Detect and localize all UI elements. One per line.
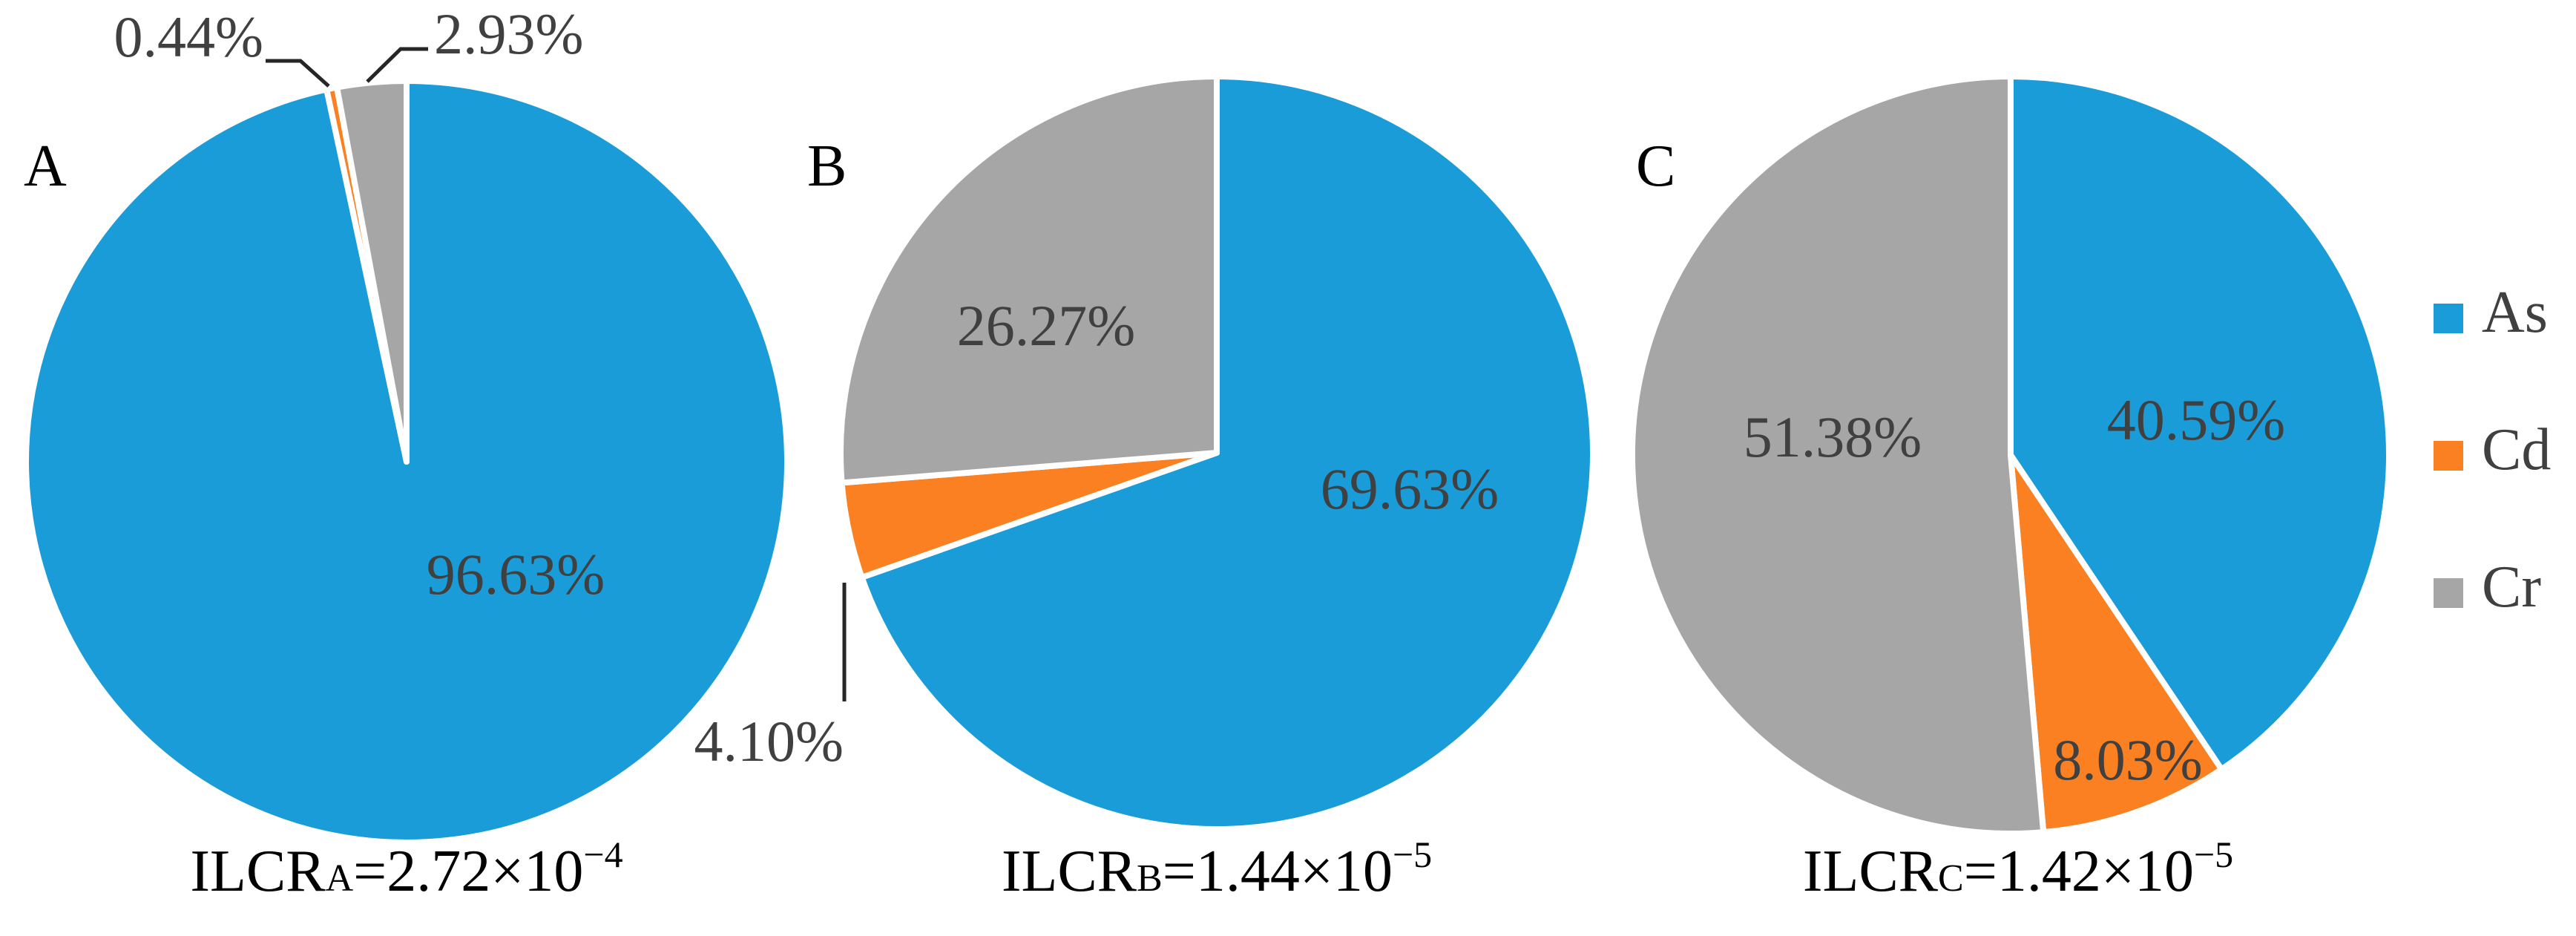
pie-slice-cr xyxy=(334,78,410,465)
data-label-cd: 4.10% xyxy=(694,709,844,773)
data-label-as: 40.59% xyxy=(2107,387,2285,452)
ilcr-prefix: ILCR xyxy=(1002,839,1137,904)
panel-letter: A xyxy=(24,134,67,199)
panel-letter: C xyxy=(1636,134,1675,199)
pie-slice-cr xyxy=(838,73,1220,486)
legend: As Cd Cr xyxy=(2434,280,2551,620)
pie-slice-as xyxy=(2008,73,2392,773)
leader-line-cr xyxy=(366,47,428,83)
data-label-cr: 2.93% xyxy=(434,1,583,66)
ilcr-value: =2.72×10 xyxy=(353,839,583,904)
data-label-cd: 0.44% xyxy=(114,4,263,69)
pie-slice-cr xyxy=(1629,73,2047,837)
data-label-cr: 26.27% xyxy=(957,293,1135,358)
ilcr-prefix: ILCR xyxy=(1803,839,1939,904)
pie-slice-cd xyxy=(2008,452,2225,836)
ilcr-exponent: −5 xyxy=(2194,834,2233,875)
ilcr-exponent: −4 xyxy=(583,834,622,875)
ilcr-subscript: C xyxy=(1938,857,1964,900)
ilcr-caption: ILCRA=2.72×10−4 xyxy=(190,834,622,904)
ilcr-subscript: B xyxy=(1137,857,1163,900)
legend-swatch-cd xyxy=(2434,441,2463,471)
ilcr-exponent: −5 xyxy=(1393,834,1432,875)
ilcr-caption: ILCRB=1.44×10−5 xyxy=(1002,834,1432,904)
ilcr-value: =1.44×10 xyxy=(1163,839,1393,904)
leader-line-cd xyxy=(266,59,330,88)
legend-label-cd: Cd xyxy=(2482,417,2551,482)
legend-label-cr: Cr xyxy=(2482,554,2541,620)
ilcr-caption: ILCRC=1.42×10−5 xyxy=(1803,834,2233,904)
legend-swatch-cr xyxy=(2434,578,2463,608)
legend-label-as: As xyxy=(2482,280,2548,345)
ilcr-subscript: A xyxy=(326,857,354,900)
data-label-cr: 51.38% xyxy=(1744,405,1922,469)
pie-slice-as xyxy=(858,73,1596,832)
legend-swatch-as xyxy=(2434,304,2463,333)
ilcr-value: =1.42×10 xyxy=(1964,839,2194,904)
data-label-cd: 8.03% xyxy=(2053,727,2202,792)
ilcr-prefix: ILCR xyxy=(190,839,326,904)
panel-letter: B xyxy=(807,134,847,199)
data-label-as: 69.63% xyxy=(1321,456,1499,521)
data-label-as: 96.63% xyxy=(427,542,605,606)
